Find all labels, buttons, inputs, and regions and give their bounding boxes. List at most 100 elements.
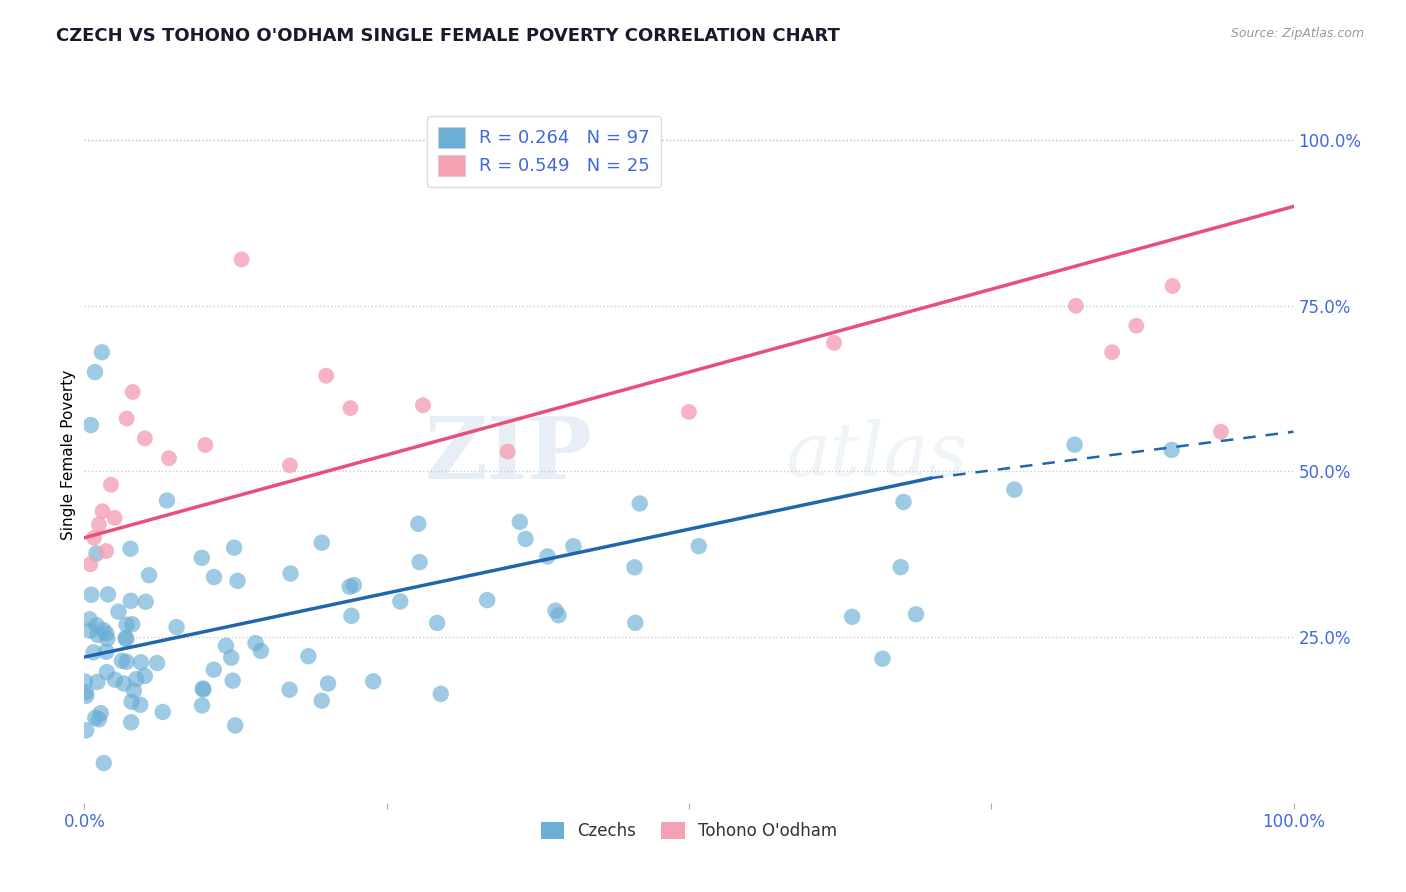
Point (231, 252, 253, 267)
Point (224, 541, 246, 555)
Point (426, 615, 449, 630)
Point (408, 555, 430, 569)
Point (1125, 318, 1147, 333)
Point (75, 685, 97, 699)
Point (562, 539, 585, 553)
Point (191, 698, 214, 713)
Point (121, 384, 143, 399)
Point (115, 655, 138, 669)
Point (80, 588, 103, 602)
Point (157, 451, 180, 466)
Point (86, 675, 108, 690)
Point (623, 560, 645, 574)
Point (138, 568, 160, 582)
Point (339, 401, 361, 416)
Point (125, 672, 148, 686)
Point (83, 531, 105, 545)
Point (120, 715, 142, 730)
Point (79, 612, 101, 626)
Point (1209, 425, 1232, 439)
Point (152, 705, 174, 719)
Point (297, 649, 319, 664)
Point (96, 632, 118, 646)
Point (340, 608, 363, 623)
Point (872, 651, 894, 665)
Point (96, 626, 118, 640)
Point (83, 645, 105, 659)
Point (509, 515, 531, 529)
Point (191, 550, 214, 565)
Point (315, 368, 337, 383)
Point (84, 365, 107, 379)
Point (890, 560, 912, 574)
Point (219, 650, 242, 665)
Point (100, 477, 122, 491)
Point (114, 631, 136, 645)
Point (120, 594, 142, 608)
Point (361, 674, 384, 689)
Point (429, 687, 451, 701)
Point (86, 628, 108, 642)
Point (311, 694, 333, 708)
Point (122, 683, 145, 698)
Point (191, 681, 214, 696)
Point (91, 623, 114, 637)
Point (893, 495, 915, 509)
Point (408, 516, 430, 531)
Point (156, 493, 179, 508)
Point (339, 580, 361, 594)
Point (166, 620, 188, 634)
Point (115, 617, 138, 632)
Point (94, 544, 117, 558)
Point (250, 644, 273, 658)
Point (90, 345, 112, 359)
Point (823, 335, 845, 350)
Point (134, 669, 156, 683)
Point (115, 632, 138, 646)
Point (202, 663, 225, 677)
Point (278, 682, 301, 697)
Point (343, 578, 366, 592)
Point (245, 636, 267, 650)
Point (73, 674, 96, 689)
Text: ZIP: ZIP (425, 413, 592, 497)
Point (104, 673, 127, 687)
Point (905, 607, 928, 622)
Point (688, 539, 710, 553)
Point (221, 673, 243, 688)
Text: Source: ZipAtlas.com: Source: ZipAtlas.com (1230, 27, 1364, 40)
Point (104, 511, 127, 525)
Point (134, 431, 156, 445)
Point (79, 624, 101, 638)
Point (86, 618, 108, 632)
Point (96, 665, 118, 679)
Point (278, 458, 301, 473)
Point (1002, 483, 1025, 497)
Point (135, 595, 157, 609)
Point (107, 605, 129, 619)
Point (115, 411, 138, 425)
Point (412, 398, 434, 412)
Point (91, 504, 114, 518)
Point (316, 676, 339, 690)
Point (624, 615, 647, 630)
Point (112, 676, 135, 690)
Point (678, 405, 700, 419)
Point (75, 723, 97, 738)
Point (121, 695, 143, 709)
Point (841, 609, 863, 624)
Point (79, 558, 101, 572)
Point (75, 689, 97, 703)
Point (1064, 299, 1087, 313)
Point (496, 444, 519, 458)
Point (1063, 438, 1085, 452)
Point (93, 756, 115, 770)
Point (129, 656, 152, 670)
Point (389, 594, 412, 608)
Y-axis label: Single Female Poverty: Single Female Poverty (60, 370, 76, 540)
Point (193, 682, 215, 697)
Point (120, 541, 142, 556)
Text: CZECH VS TOHONO O'ODHAM SINGLE FEMALE POVERTY CORRELATION CHART: CZECH VS TOHONO O'ODHAM SINGLE FEMALE PO… (56, 27, 841, 45)
Point (202, 570, 225, 584)
Point (87, 517, 110, 532)
